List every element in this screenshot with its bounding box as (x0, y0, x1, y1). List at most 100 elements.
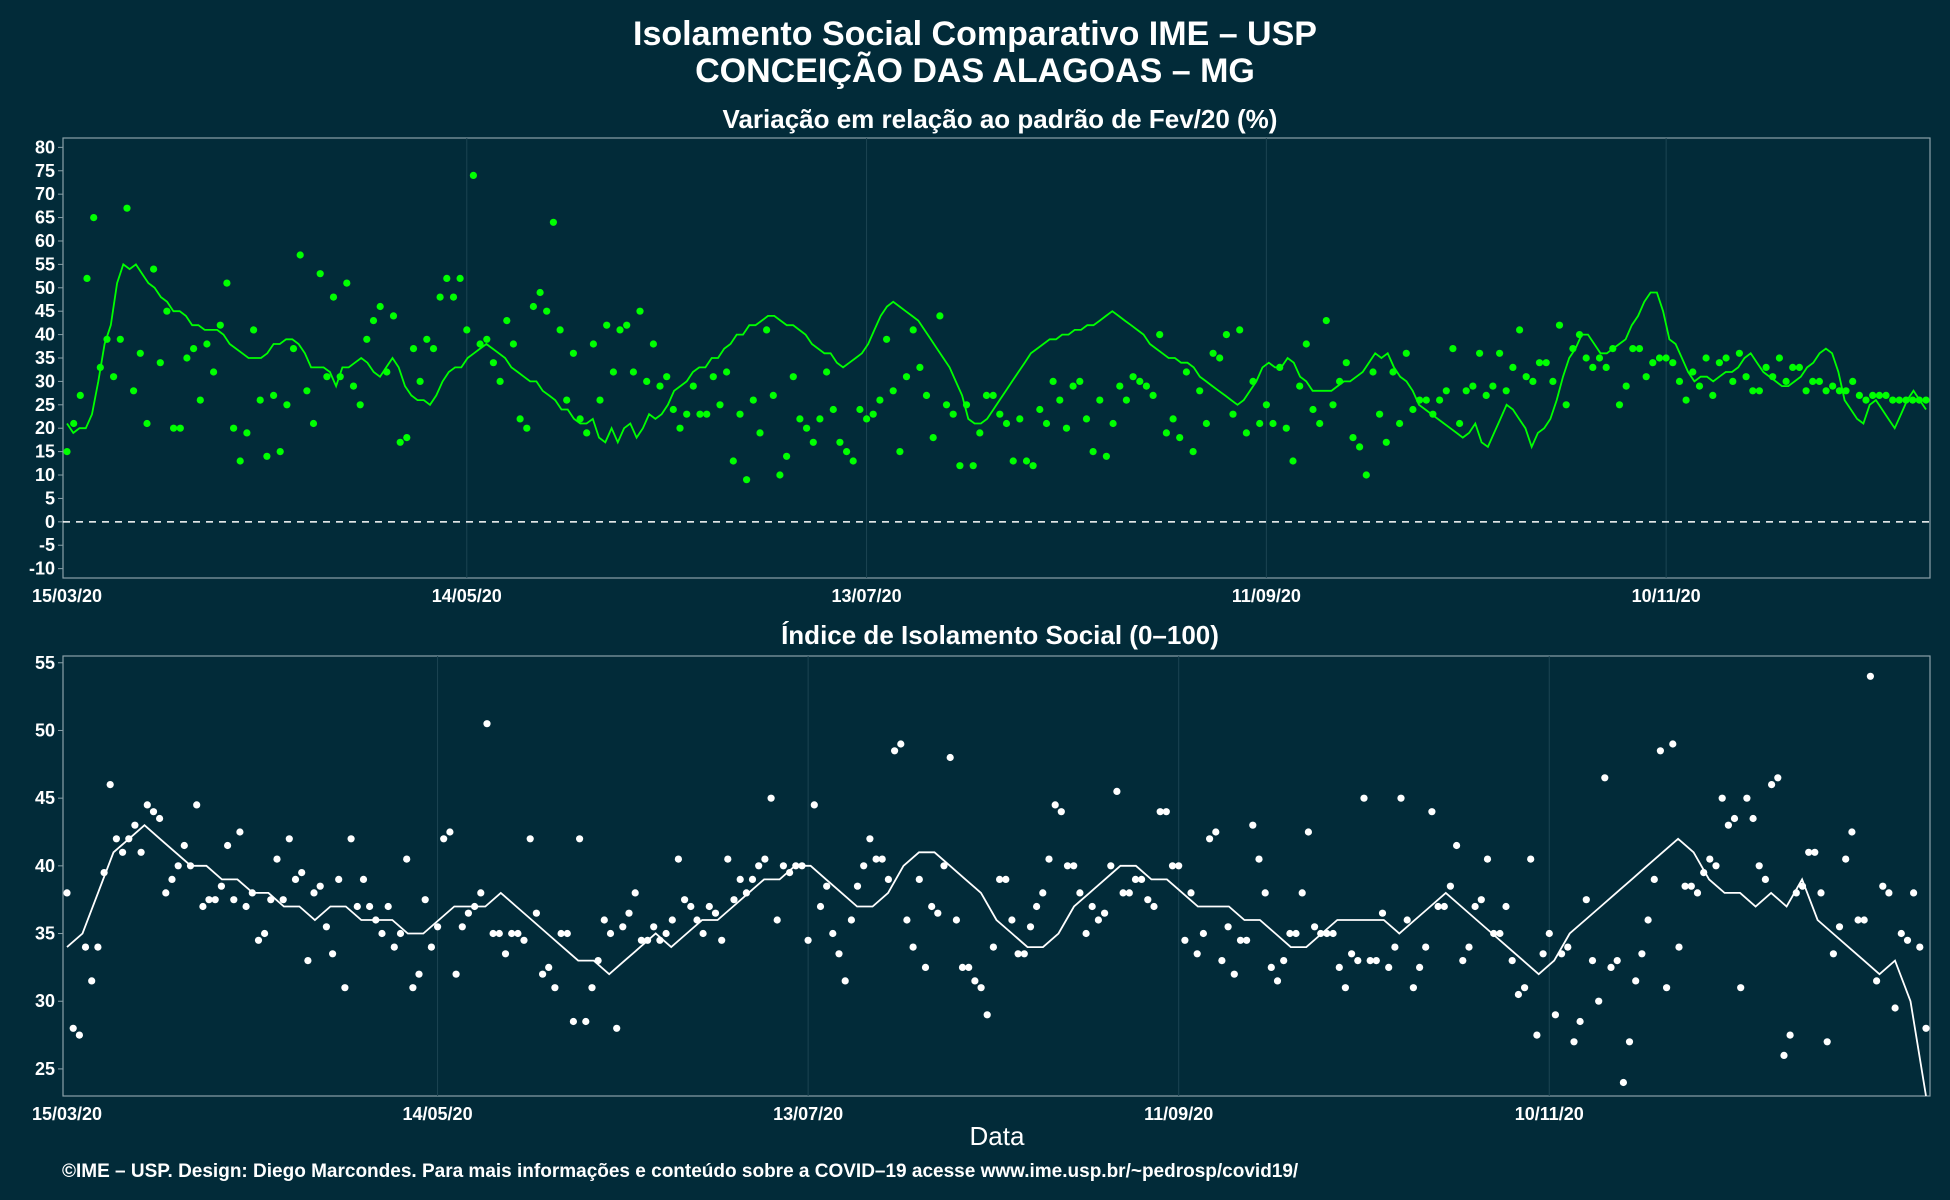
data-point (1811, 848, 1819, 856)
data-point (1822, 387, 1830, 395)
data-point (929, 434, 937, 442)
data-point (1675, 377, 1684, 385)
data-point (483, 335, 491, 343)
data-point (162, 889, 170, 897)
data-point (1689, 368, 1697, 376)
data-point (1212, 828, 1220, 836)
panel-frame (62, 655, 1931, 1097)
data-point (853, 882, 862, 890)
data-point (1509, 363, 1517, 371)
data-point (1595, 997, 1603, 1005)
data-point (1282, 424, 1290, 432)
data-point (489, 359, 497, 367)
x-axis-label: Data (970, 1121, 1025, 1151)
data-point (847, 916, 856, 924)
data-point (916, 363, 924, 371)
data-point (773, 916, 781, 924)
data-point (1829, 950, 1837, 958)
data-point (1533, 1031, 1541, 1039)
data-point (756, 429, 764, 437)
data-point (323, 373, 331, 381)
data-point (1602, 363, 1610, 371)
data-point (1422, 396, 1430, 404)
panel-variacao: 15/03/20 14/05/20 13/07/20 11/09/20 10/11/20… (29, 137, 1931, 606)
data-point (289, 345, 298, 353)
data-point (403, 434, 411, 442)
data-point (429, 345, 438, 353)
data-point (1700, 869, 1708, 877)
data-point (1243, 936, 1251, 944)
data-point (230, 424, 238, 432)
data-point (594, 957, 602, 965)
data-point (1309, 405, 1317, 414)
data-point (1782, 377, 1790, 385)
data-point (1502, 902, 1510, 911)
data-point (989, 391, 997, 399)
data-point (1649, 359, 1657, 367)
x-tick-label: 10/11/20 (1515, 1104, 1584, 1124)
data-point (509, 340, 517, 348)
data-point (1815, 377, 1823, 385)
y-tick-label: -10 (29, 559, 55, 579)
data-point (1789, 363, 1797, 371)
data-point (458, 923, 466, 931)
data-point (625, 909, 633, 917)
data-point (736, 875, 744, 884)
data-point (174, 862, 182, 870)
data-point (224, 841, 232, 850)
data-point (1196, 387, 1204, 395)
data-point (619, 923, 627, 931)
data-point (1465, 943, 1473, 951)
data-point (876, 396, 884, 404)
data-point (1449, 345, 1457, 353)
data-point (878, 855, 886, 863)
data-point (1045, 855, 1053, 863)
data-point (130, 387, 138, 395)
data-point (94, 943, 102, 951)
data-point (1378, 909, 1387, 917)
data-point (1875, 391, 1883, 399)
data-point (1588, 957, 1597, 965)
y-tick-label: 60 (35, 231, 55, 251)
data-point (1675, 943, 1683, 951)
data-point (353, 902, 361, 911)
data-point (952, 916, 961, 924)
data-point (843, 448, 851, 456)
data-point (1735, 349, 1743, 357)
data-point (536, 288, 544, 297)
data-point (1489, 382, 1497, 390)
data-point (703, 410, 711, 418)
data-point (789, 373, 797, 381)
data-point (606, 929, 615, 938)
data-point (1749, 814, 1757, 823)
data-point (1854, 916, 1862, 924)
data-point (1798, 882, 1807, 890)
data-point (489, 929, 497, 938)
data-point (1823, 1038, 1831, 1046)
data-point (588, 984, 596, 992)
data-point (1848, 828, 1856, 836)
data-point (1916, 943, 1924, 951)
data-point (1775, 354, 1783, 362)
data-point (469, 171, 477, 179)
data-point (582, 1017, 590, 1026)
data-point (176, 424, 184, 432)
data-point (83, 274, 91, 282)
data-point (1669, 359, 1677, 367)
data-point (1682, 396, 1690, 404)
data-point (119, 848, 127, 856)
data-point (1236, 936, 1245, 944)
data-point (180, 841, 188, 850)
data-point (1311, 923, 1319, 931)
y-tick-label: 35 (35, 924, 55, 944)
data-point (421, 896, 429, 904)
data-point (1582, 354, 1590, 362)
data-point (1385, 963, 1393, 972)
data-point (1125, 889, 1133, 897)
data-point (1428, 808, 1436, 816)
data-point (1891, 1004, 1899, 1012)
data-point (1189, 448, 1197, 456)
data-point (523, 424, 531, 432)
data-point (1341, 984, 1349, 992)
data-point (143, 801, 151, 809)
